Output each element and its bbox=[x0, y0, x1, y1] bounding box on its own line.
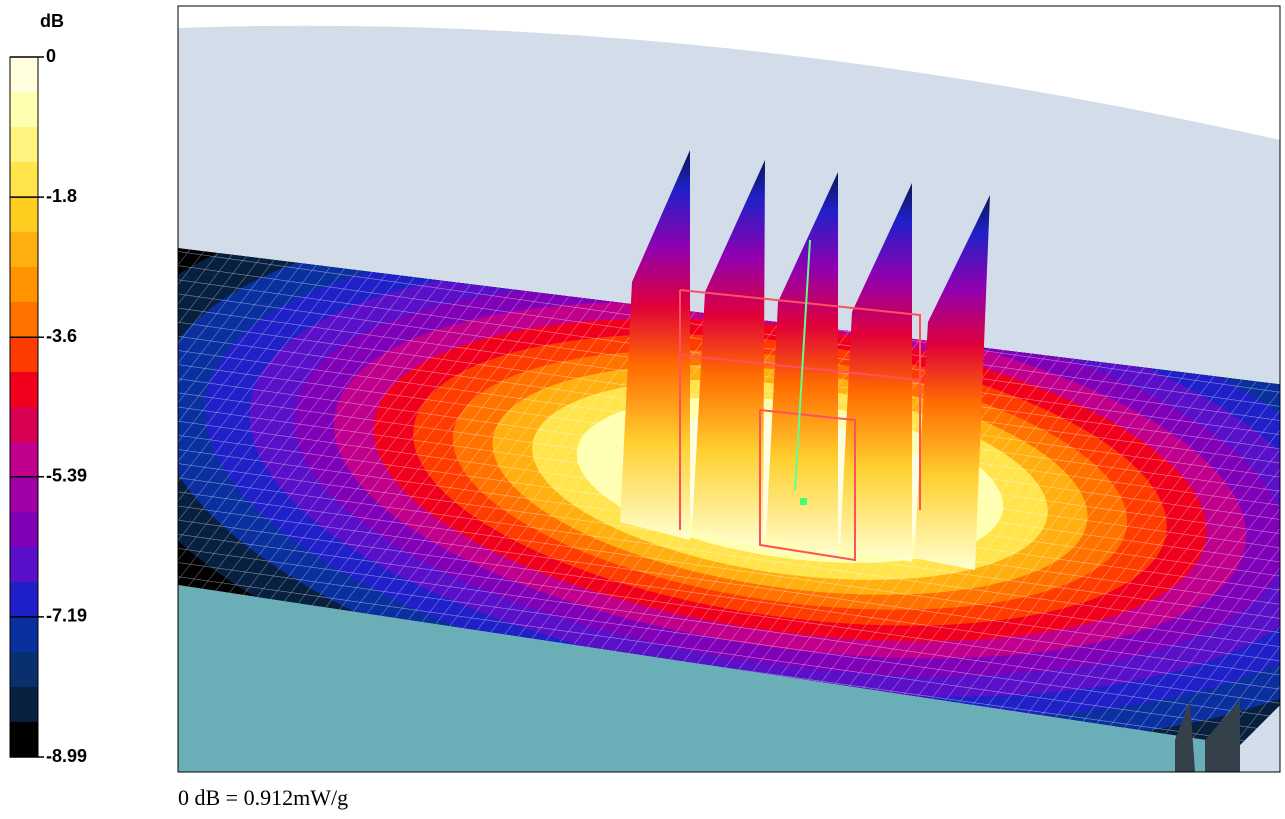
color-band bbox=[10, 302, 38, 338]
tick-label: -8.99 bbox=[46, 746, 87, 766]
color-band bbox=[10, 127, 38, 163]
color-band bbox=[10, 687, 38, 723]
phantom-leg bbox=[1205, 700, 1240, 772]
probe bbox=[794, 239, 811, 491]
color-band bbox=[10, 652, 38, 688]
panel-border bbox=[177, 5, 1281, 773]
color-band bbox=[10, 547, 38, 583]
phantom-leg bbox=[1175, 700, 1195, 772]
color-band bbox=[10, 477, 38, 513]
color-band bbox=[10, 267, 38, 303]
color-band bbox=[10, 442, 38, 478]
color-band bbox=[10, 92, 38, 128]
color-band bbox=[10, 407, 38, 443]
tick-label: -5.39 bbox=[46, 465, 87, 485]
color-band bbox=[10, 162, 38, 198]
phantom-edge bbox=[178, 585, 1240, 772]
probe-point bbox=[800, 498, 807, 505]
color-band bbox=[10, 57, 38, 93]
colorbar: 0 -1.8 -3.6 -5.39 -7.19 -8.99 bbox=[9, 46, 87, 766]
probe-box bbox=[679, 289, 921, 562]
tick-label: -1.8 bbox=[46, 186, 77, 206]
tick-label: -3.6 bbox=[46, 326, 77, 346]
color-band bbox=[10, 197, 38, 233]
tick-label: 0 bbox=[46, 46, 56, 66]
color-band bbox=[10, 722, 38, 758]
scene bbox=[178, 6, 1280, 772]
color-band bbox=[10, 617, 38, 653]
sky bbox=[178, 6, 1280, 140]
colorbar-label: dB bbox=[40, 11, 64, 31]
tick-label: -7.19 bbox=[46, 606, 87, 626]
slabs bbox=[620, 150, 990, 570]
color-band bbox=[10, 512, 38, 548]
color-band bbox=[10, 337, 38, 373]
color-band bbox=[10, 372, 38, 408]
color-band bbox=[10, 582, 38, 618]
color-band bbox=[10, 232, 38, 268]
caption: 0 dB = 0.912mW/g bbox=[178, 785, 348, 810]
